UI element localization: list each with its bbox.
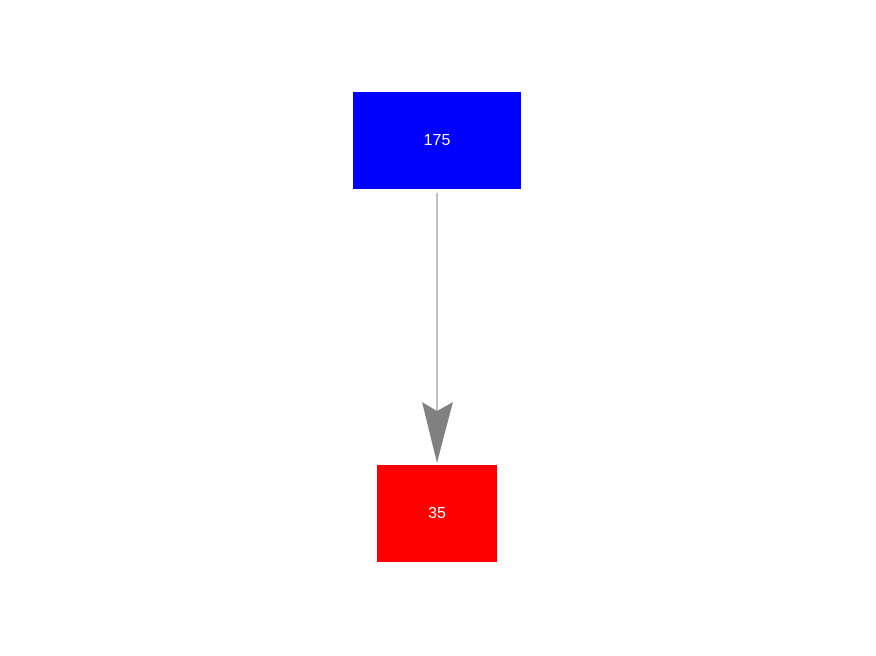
node-175: 175 [353, 92, 521, 189]
node-label: 35 [428, 504, 446, 522]
node-35: 35 [377, 465, 497, 562]
node-label: 175 [423, 131, 451, 149]
arrowhead-icon [422, 402, 453, 463]
